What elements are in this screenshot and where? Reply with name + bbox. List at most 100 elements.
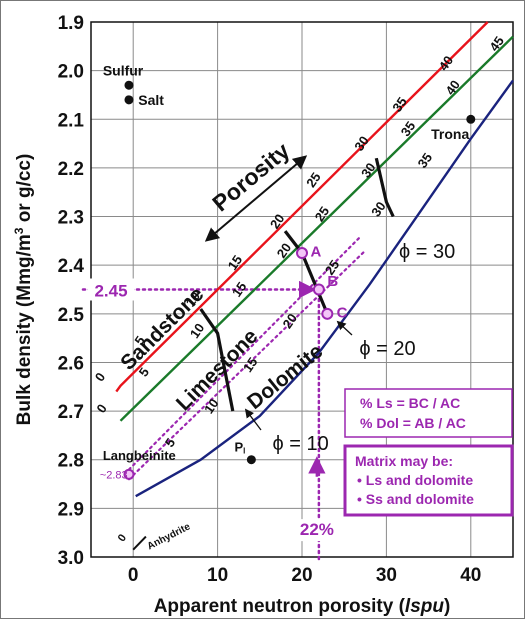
y-tick-label: 2.8 <box>58 451 84 472</box>
porosity-label-dolomite: 20 <box>280 311 301 331</box>
phi-label: ϕ = 30 <box>399 241 455 263</box>
porosity-arrow <box>204 155 308 242</box>
matrix-box-title: Matrix may be: <box>355 453 453 469</box>
porosity-label-limestone: 30 <box>358 160 379 180</box>
y-tick-label: 2.6 <box>58 353 84 374</box>
porosity-label-limestone: 45 <box>486 34 507 54</box>
y-axis-label-sup: 3 <box>12 227 26 234</box>
point-a-label: A <box>310 244 321 261</box>
phi-label: ϕ = 20 <box>359 338 415 360</box>
point-c-marker <box>321 307 334 320</box>
p-point-label: PI <box>234 440 245 456</box>
matrix-box-item: • Ss and dolomite <box>357 491 474 507</box>
phi10-leader <box>244 408 262 431</box>
x-axis-label: Apparent neutron porosity (lspu) <box>154 596 451 617</box>
mineral-label-sulfur: Sulfur <box>103 63 144 79</box>
porosity-reading-label-bg <box>293 519 340 542</box>
anhydrite-zero-label: 0 <box>116 532 129 544</box>
porosity-label-sandstone: 10 <box>183 289 204 309</box>
y-tick-label: 2.5 <box>58 305 85 326</box>
mineral-point-trona <box>466 114 476 124</box>
y-tick-label: 2.7 <box>58 402 84 423</box>
porosity-label-limestone: 40 <box>442 77 463 97</box>
readings-layer: 2.45 22% <box>81 278 340 561</box>
mineral-label-salt: Salt <box>138 92 164 108</box>
y-tick-label: 2.2 <box>58 159 84 180</box>
porosity-label-sandstone: 15 <box>225 252 246 272</box>
formula-line-2: % Dol = AB / AC <box>360 415 466 431</box>
point-b-marker <box>312 283 325 296</box>
y-tick-labels: 1.9 2.0 2.1 2.2 2.3 2.4 2.5 2.6 2.7 2.8 2.9 3.0 <box>58 13 85 569</box>
y-axis-label-main: Bulk density (Mmg/m <box>14 234 35 425</box>
x-tick-label: 40 <box>460 565 481 586</box>
x-tick-label: 10 <box>207 565 228 586</box>
porosity-reading-label: 22% <box>300 520 334 539</box>
porosity-label-dolomite: 15 <box>240 355 261 375</box>
langbeinite-value-label: ~2.83 <box>100 469 128 481</box>
porosity-label-dolomite: 25 <box>322 257 343 277</box>
x-tick-label: 0 <box>128 565 139 586</box>
porosity-label-sandstone: 35 <box>389 94 410 114</box>
porosity-label-limestone: 20 <box>274 240 295 260</box>
anhydrite-line <box>132 535 147 551</box>
isoporosity-line <box>374 157 395 218</box>
phi20-leader <box>336 320 353 336</box>
porosity-label-limestone: 35 <box>398 119 419 139</box>
formula-box <box>344 388 513 438</box>
series-line-sandstone <box>115 21 489 393</box>
y-axis-label-end: or g/cc) <box>14 154 35 228</box>
y-tick-label: 2.3 <box>58 208 84 229</box>
y-tick-label: 2.9 <box>58 499 84 520</box>
porosity-label-sandstone: 0 <box>92 370 108 385</box>
porosity-label-sandstone: 30 <box>351 133 372 153</box>
density-reading-label: 2.45 <box>94 282 127 301</box>
y-tick-label: 2.1 <box>58 110 85 131</box>
phi-label: ϕ = 10 <box>272 433 328 455</box>
porosity-label-dolomite: 30 <box>368 199 389 219</box>
porosity-label-dolomite: 35 <box>415 150 436 170</box>
y-tick-label: 2.4 <box>58 256 85 277</box>
porosity-label-sandstone: 20 <box>267 211 288 231</box>
lithology-label-dolomite: Dolomite <box>243 340 327 414</box>
porosity-label-limestone: 10 <box>187 320 208 340</box>
mineral-point-salt <box>124 95 134 105</box>
porosity-label-limestone: 15 <box>229 279 250 299</box>
y-tick-label: 1.9 <box>58 13 84 34</box>
x-axis-label-end: ) <box>444 596 450 617</box>
porosity-label-sandstone: 40 <box>436 53 457 73</box>
porosity-label-limestone: 25 <box>312 204 333 224</box>
mineral-point-langbeinite <box>123 468 135 480</box>
p-point-marker <box>246 455 256 465</box>
bracket-line-lower <box>127 249 367 481</box>
x-axis-label-main: Apparent neutron porosity ( <box>154 596 406 617</box>
point-c-label: C <box>337 304 348 321</box>
y-tick-label: 3.0 <box>58 548 84 569</box>
matrix-box-item: • Ls and dolomite <box>357 472 473 488</box>
point-a-marker <box>296 247 308 260</box>
series-lines <box>115 21 514 498</box>
point-b-label: B <box>327 273 338 290</box>
formula-line-1: % Ls = BC / AC <box>360 395 460 411</box>
y-axis-label: Bulk density (Mmg/m3 or g/cc) <box>12 154 35 426</box>
x-tick-labels: 0 10 20 30 40 <box>128 565 481 586</box>
minerals-layer: Sulfur Salt Trona Langbeinite ~2.83 PI <box>100 63 476 481</box>
series-line-dolomite <box>135 79 514 498</box>
mineral-label-trona: Trona <box>431 126 469 142</box>
abc-points: ABC <box>296 244 348 321</box>
bracket-lines <box>127 234 367 481</box>
matrix-box <box>343 444 514 517</box>
y-tick-label: 2.0 <box>58 62 84 83</box>
density-reading-label-bg <box>88 278 134 301</box>
x-tick-label: 20 <box>291 565 312 586</box>
series-line-limestone <box>119 35 514 422</box>
p-point-subscript: I <box>243 447 245 456</box>
porosity-label-limestone: 0 <box>93 401 109 416</box>
porosity-label-sandstone: 25 <box>303 170 324 190</box>
bracket-line-upper <box>127 234 363 471</box>
x-tick-label: 30 <box>376 565 397 586</box>
porosity-label-dolomite: 10 <box>201 396 222 416</box>
mineral-label-langbeinite: Langbeinite <box>103 448 176 463</box>
x-axis-label-unit: lspu <box>405 596 444 617</box>
